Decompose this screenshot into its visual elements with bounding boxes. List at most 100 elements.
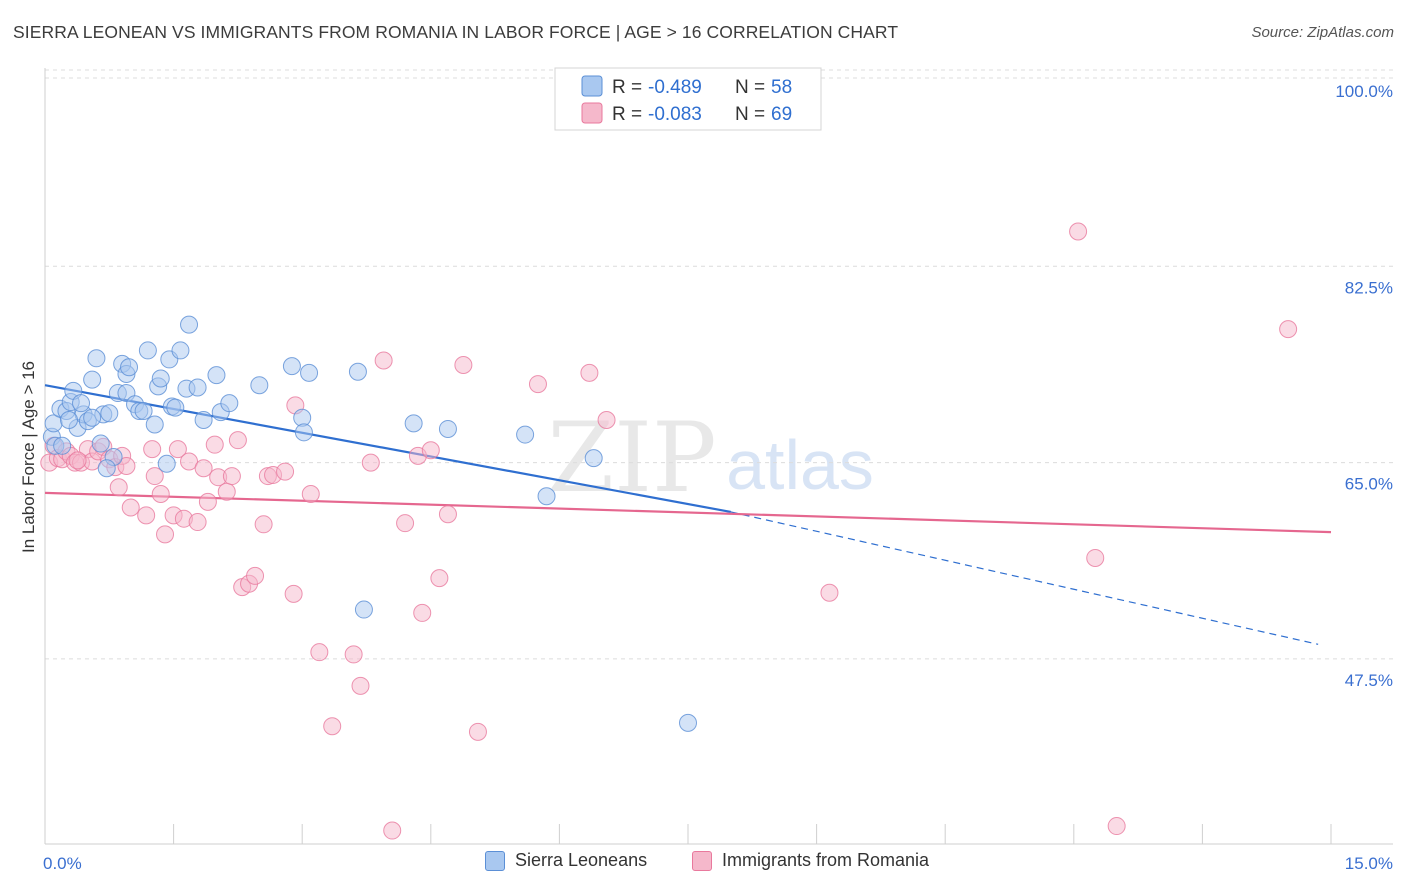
y-tick-label: 82.5%	[1345, 278, 1393, 297]
point-sierra-leonean	[151, 369, 170, 388]
point-sierra-leonean	[83, 408, 102, 427]
point-romania	[1086, 548, 1105, 567]
point-sierra-leonean	[537, 487, 556, 506]
source-label: Source: ZipAtlas.com	[1251, 24, 1394, 41]
point-sierra-leonean	[134, 402, 153, 421]
point-sierra-leonean	[72, 394, 91, 413]
point-romania	[310, 643, 329, 662]
point-sierra-leonean	[207, 366, 226, 385]
point-sierra-leonean	[220, 394, 239, 413]
point-romania	[361, 453, 380, 472]
point-romania	[396, 514, 415, 533]
point-romania	[143, 440, 162, 459]
point-sierra-leonean	[679, 713, 697, 732]
legend-label-sierra-leoneans: Sierra Leoneans	[515, 850, 648, 870]
point-romania	[580, 363, 599, 382]
point-sierra-leonean	[584, 449, 603, 468]
legend-r-label-1: R =	[612, 77, 647, 98]
point-romania	[438, 505, 457, 524]
point-romania	[468, 722, 487, 741]
point-sierra-leonean	[354, 600, 373, 619]
point-romania	[117, 456, 136, 475]
point-sierra-leonean	[157, 454, 176, 473]
point-romania	[198, 492, 217, 511]
point-romania	[597, 410, 616, 429]
watermark-atlas: atlas	[726, 426, 874, 504]
point-romania	[217, 482, 236, 501]
legend-swatch-pink	[581, 102, 603, 124]
legend-swatch-sierra-leoneans	[485, 850, 505, 871]
legend-swatch-romania	[692, 850, 712, 871]
y-tick-label: 100.0%	[1335, 82, 1393, 101]
point-romania	[276, 462, 295, 481]
point-sierra-leonean	[194, 410, 213, 429]
point-sierra-leonean	[300, 363, 319, 382]
point-sierra-leonean	[100, 404, 119, 423]
point-romania	[205, 435, 224, 454]
point-sierra-leonean	[83, 370, 102, 389]
legend-n-value-2: 69	[771, 104, 792, 125]
point-romania	[301, 485, 320, 504]
svg-text:R = -0.083 N =: R = -0.083 N = 69	[612, 104, 792, 125]
point-romania	[344, 645, 363, 664]
point-sierra-leonean	[87, 349, 106, 368]
point-romania	[151, 485, 170, 504]
point-romania	[430, 569, 449, 588]
point-romania	[284, 584, 303, 603]
x-tick-label-max: 15.0%	[1345, 854, 1393, 873]
point-sierra-leonean	[145, 415, 164, 434]
chart-title: SIERRA LEONEAN VS IMMIGRANTS FROM ROMANI…	[13, 22, 899, 42]
y-axis-label: In Labor Force | Age > 16	[19, 361, 38, 553]
point-sierra-leonean	[516, 425, 535, 444]
point-sierra-leonean	[438, 419, 457, 438]
legend-item-sierra-leoneans[interactable]: Sierra Leoneans	[485, 850, 647, 871]
point-sierra-leonean	[294, 423, 313, 442]
point-romania	[351, 676, 370, 695]
point-sierra-leonean	[404, 414, 423, 433]
point-romania	[228, 431, 247, 450]
svg-text:R = -0.489 N =: R = -0.489 N = 58	[612, 77, 792, 98]
point-sierra-leonean	[60, 410, 79, 429]
watermark-zip: ZIP	[547, 402, 716, 514]
point-romania	[1107, 817, 1126, 836]
x-tick-label-min: 0.0%	[43, 854, 82, 873]
point-sierra-leonean	[53, 436, 72, 455]
series-legend: Sierra Leoneans Immigrants from Romania	[0, 850, 1406, 880]
point-romania	[454, 356, 473, 375]
legend-swatch-blue	[581, 75, 603, 97]
y-tick-label: 65.0%	[1345, 475, 1393, 494]
point-romania	[109, 478, 128, 497]
legend-n-label-2: N =	[735, 104, 770, 125]
point-romania	[383, 821, 402, 840]
point-romania	[68, 451, 87, 470]
point-romania	[145, 467, 164, 486]
legend-r-label-2: R =	[612, 104, 647, 125]
point-romania	[1069, 222, 1088, 241]
point-romania	[168, 440, 187, 459]
point-romania	[156, 525, 175, 544]
legend-item-romania[interactable]: Immigrants from Romania	[692, 850, 929, 871]
point-romania	[180, 452, 199, 471]
point-sierra-leonean	[180, 315, 199, 334]
point-romania	[194, 459, 213, 478]
point-sierra-leonean	[282, 357, 301, 376]
point-romania	[820, 583, 839, 602]
trendline-romania	[44, 491, 1332, 534]
point-romania	[374, 351, 393, 370]
point-sierra-leonean	[188, 378, 207, 397]
point-sierra-leonean	[138, 341, 157, 360]
point-romania	[121, 498, 140, 517]
point-sierra-leonean	[91, 434, 110, 453]
point-romania	[254, 515, 273, 534]
point-sierra-leonean	[250, 376, 269, 395]
point-sierra-leonean	[120, 358, 139, 377]
legend-label-romania: Immigrants from Romania	[722, 850, 930, 870]
point-sierra-leonean	[97, 459, 116, 478]
point-romania	[1279, 320, 1298, 339]
point-romania	[137, 506, 156, 525]
point-sierra-leonean	[171, 341, 190, 360]
legend-n-label-1: N =	[735, 77, 770, 98]
y-tick-label: 47.5%	[1345, 671, 1393, 690]
point-romania	[222, 467, 241, 486]
